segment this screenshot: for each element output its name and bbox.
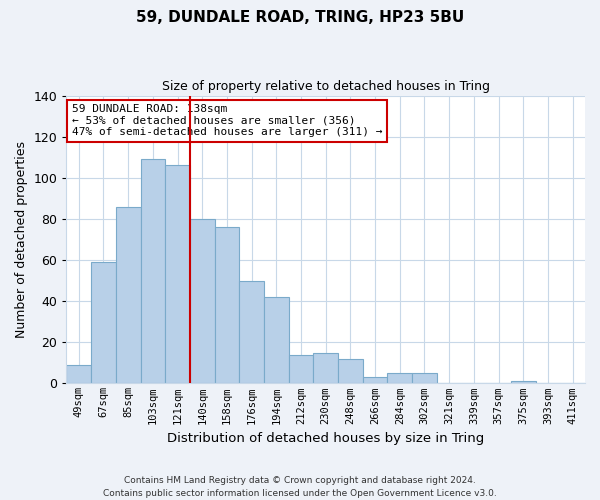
Text: Contains HM Land Registry data © Crown copyright and database right 2024.
Contai: Contains HM Land Registry data © Crown c… bbox=[103, 476, 497, 498]
Text: 59 DUNDALE ROAD: 138sqm
← 53% of detached houses are smaller (356)
47% of semi-d: 59 DUNDALE ROAD: 138sqm ← 53% of detache… bbox=[71, 104, 382, 138]
Text: 59, DUNDALE ROAD, TRING, HP23 5BU: 59, DUNDALE ROAD, TRING, HP23 5BU bbox=[136, 10, 464, 25]
Bar bbox=[338, 358, 363, 384]
Bar bbox=[140, 160, 165, 384]
Title: Size of property relative to detached houses in Tring: Size of property relative to detached ho… bbox=[162, 80, 490, 93]
Bar bbox=[289, 354, 313, 384]
Bar bbox=[215, 227, 239, 384]
Bar bbox=[91, 262, 116, 384]
Bar bbox=[165, 166, 190, 384]
X-axis label: Distribution of detached houses by size in Tring: Distribution of detached houses by size … bbox=[167, 432, 484, 445]
Bar bbox=[388, 373, 412, 384]
Bar bbox=[239, 280, 264, 384]
Bar bbox=[412, 373, 437, 384]
Bar bbox=[313, 352, 338, 384]
Y-axis label: Number of detached properties: Number of detached properties bbox=[15, 141, 28, 338]
Bar bbox=[116, 206, 140, 384]
Bar bbox=[511, 382, 536, 384]
Bar bbox=[264, 297, 289, 384]
Bar bbox=[190, 219, 215, 384]
Bar bbox=[67, 365, 91, 384]
Bar bbox=[363, 377, 388, 384]
